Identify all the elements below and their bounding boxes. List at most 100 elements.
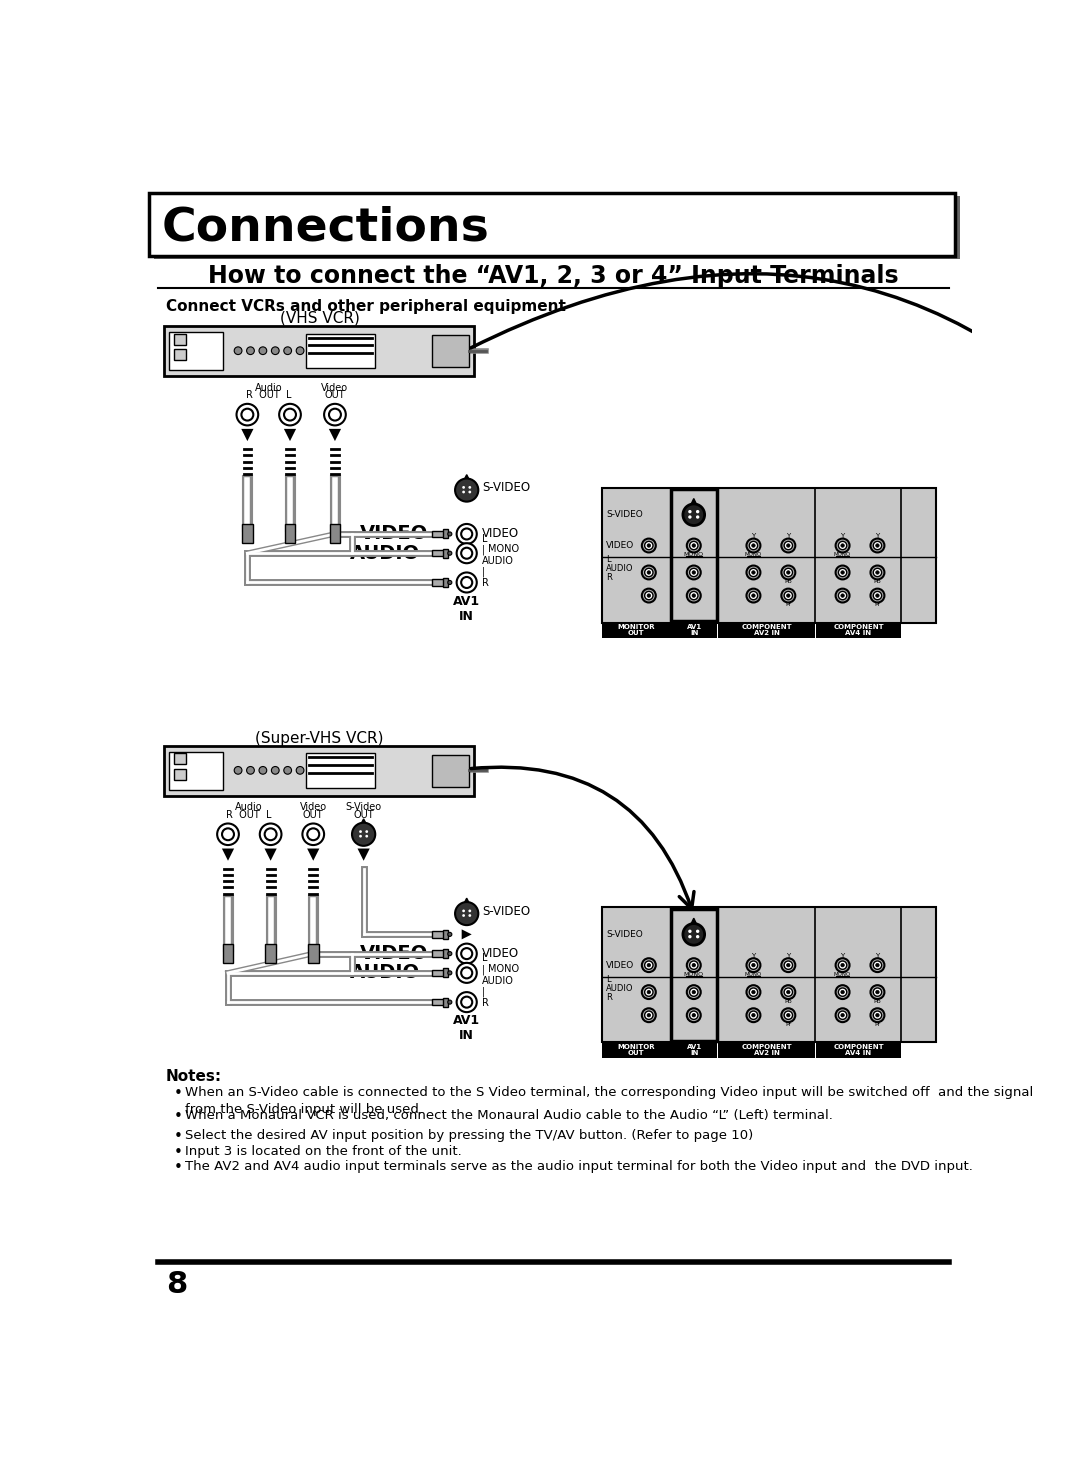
Text: MONO: MONO: [834, 553, 851, 557]
Circle shape: [874, 569, 881, 576]
Circle shape: [647, 963, 650, 968]
Text: S-VIDEO: S-VIDEO: [606, 929, 643, 938]
Circle shape: [746, 538, 760, 553]
Circle shape: [242, 409, 254, 421]
Circle shape: [750, 1012, 758, 1019]
Circle shape: [642, 566, 656, 579]
Text: Select the desired AV input position by pressing the TV/AV button. (Refer to pag: Select the desired AV input position by …: [186, 1129, 754, 1142]
Circle shape: [461, 528, 472, 539]
Text: •: •: [174, 1160, 183, 1174]
Circle shape: [752, 544, 755, 547]
Circle shape: [284, 767, 292, 774]
Circle shape: [461, 578, 472, 588]
Text: S-VIDEO: S-VIDEO: [482, 481, 530, 494]
Circle shape: [296, 767, 303, 774]
FancyBboxPatch shape: [306, 754, 375, 789]
Circle shape: [838, 541, 847, 550]
Circle shape: [784, 962, 793, 969]
Text: Y: Y: [875, 534, 879, 539]
Circle shape: [645, 569, 653, 576]
Text: Pb: Pb: [784, 998, 792, 1004]
FancyBboxPatch shape: [432, 950, 447, 957]
Circle shape: [688, 935, 691, 938]
Text: MONO: MONO: [488, 965, 519, 973]
Circle shape: [647, 544, 650, 547]
FancyBboxPatch shape: [603, 907, 935, 1042]
Circle shape: [870, 566, 885, 579]
Circle shape: [461, 997, 472, 1007]
Circle shape: [683, 924, 704, 946]
Circle shape: [217, 824, 239, 844]
Circle shape: [784, 569, 793, 576]
Circle shape: [448, 932, 451, 937]
Circle shape: [784, 1012, 793, 1019]
Text: OUT: OUT: [302, 811, 324, 819]
Circle shape: [259, 347, 267, 355]
FancyBboxPatch shape: [718, 1042, 815, 1057]
Text: MONO: MONO: [684, 553, 704, 557]
Circle shape: [271, 347, 279, 355]
Circle shape: [838, 988, 847, 997]
Text: COMPONENT
AV2 IN: COMPONENT AV2 IN: [741, 625, 792, 636]
Text: Pb: Pb: [874, 998, 881, 1004]
Text: Audio: Audio: [235, 802, 262, 812]
Text: Pr: Pr: [785, 1022, 792, 1028]
Circle shape: [692, 594, 696, 597]
Circle shape: [462, 915, 465, 916]
Text: L
AUDIO
R: L AUDIO R: [606, 975, 634, 1001]
Circle shape: [786, 570, 791, 575]
Polygon shape: [464, 475, 469, 479]
FancyBboxPatch shape: [603, 488, 935, 623]
Circle shape: [841, 963, 845, 968]
Text: VIDEO: VIDEO: [360, 944, 428, 963]
Text: MONO: MONO: [745, 553, 762, 557]
Circle shape: [870, 1009, 885, 1022]
Text: Y: Y: [840, 953, 845, 959]
FancyBboxPatch shape: [443, 969, 448, 978]
Circle shape: [746, 985, 760, 998]
Circle shape: [259, 767, 267, 774]
Circle shape: [876, 570, 879, 575]
Circle shape: [746, 566, 760, 579]
FancyBboxPatch shape: [443, 949, 448, 959]
Circle shape: [647, 991, 650, 994]
Circle shape: [784, 988, 793, 997]
FancyBboxPatch shape: [443, 929, 448, 938]
Circle shape: [752, 991, 755, 994]
Text: VIDEO: VIDEO: [482, 947, 519, 960]
Circle shape: [687, 538, 701, 553]
Circle shape: [781, 566, 795, 579]
Circle shape: [690, 591, 698, 600]
Text: AV1
IN: AV1 IN: [687, 625, 702, 636]
FancyBboxPatch shape: [164, 746, 474, 796]
FancyBboxPatch shape: [242, 523, 253, 544]
Circle shape: [688, 516, 691, 519]
Text: VIDEO: VIDEO: [606, 541, 634, 550]
Circle shape: [687, 959, 701, 972]
Circle shape: [246, 767, 255, 774]
Circle shape: [874, 988, 881, 997]
Text: Y: Y: [786, 534, 791, 539]
FancyBboxPatch shape: [432, 931, 447, 938]
Circle shape: [876, 544, 879, 547]
Circle shape: [352, 822, 375, 846]
Circle shape: [642, 1009, 656, 1022]
Text: AUDIO: AUDIO: [350, 544, 420, 563]
Circle shape: [469, 491, 471, 494]
Circle shape: [870, 538, 885, 553]
Circle shape: [750, 541, 758, 550]
FancyBboxPatch shape: [174, 334, 186, 345]
FancyBboxPatch shape: [308, 944, 319, 963]
FancyBboxPatch shape: [443, 548, 448, 557]
Text: COMPONENT
AV2 IN: COMPONENT AV2 IN: [741, 1044, 792, 1056]
FancyBboxPatch shape: [718, 623, 815, 638]
Text: VIDEO: VIDEO: [360, 525, 428, 544]
Circle shape: [234, 767, 242, 774]
Circle shape: [746, 959, 760, 972]
Circle shape: [284, 409, 296, 421]
Circle shape: [690, 569, 698, 576]
Circle shape: [683, 504, 704, 525]
Circle shape: [642, 538, 656, 553]
Circle shape: [645, 541, 653, 550]
Text: Connect VCRs and other peripheral equipment: Connect VCRs and other peripheral equipm…: [166, 299, 566, 314]
